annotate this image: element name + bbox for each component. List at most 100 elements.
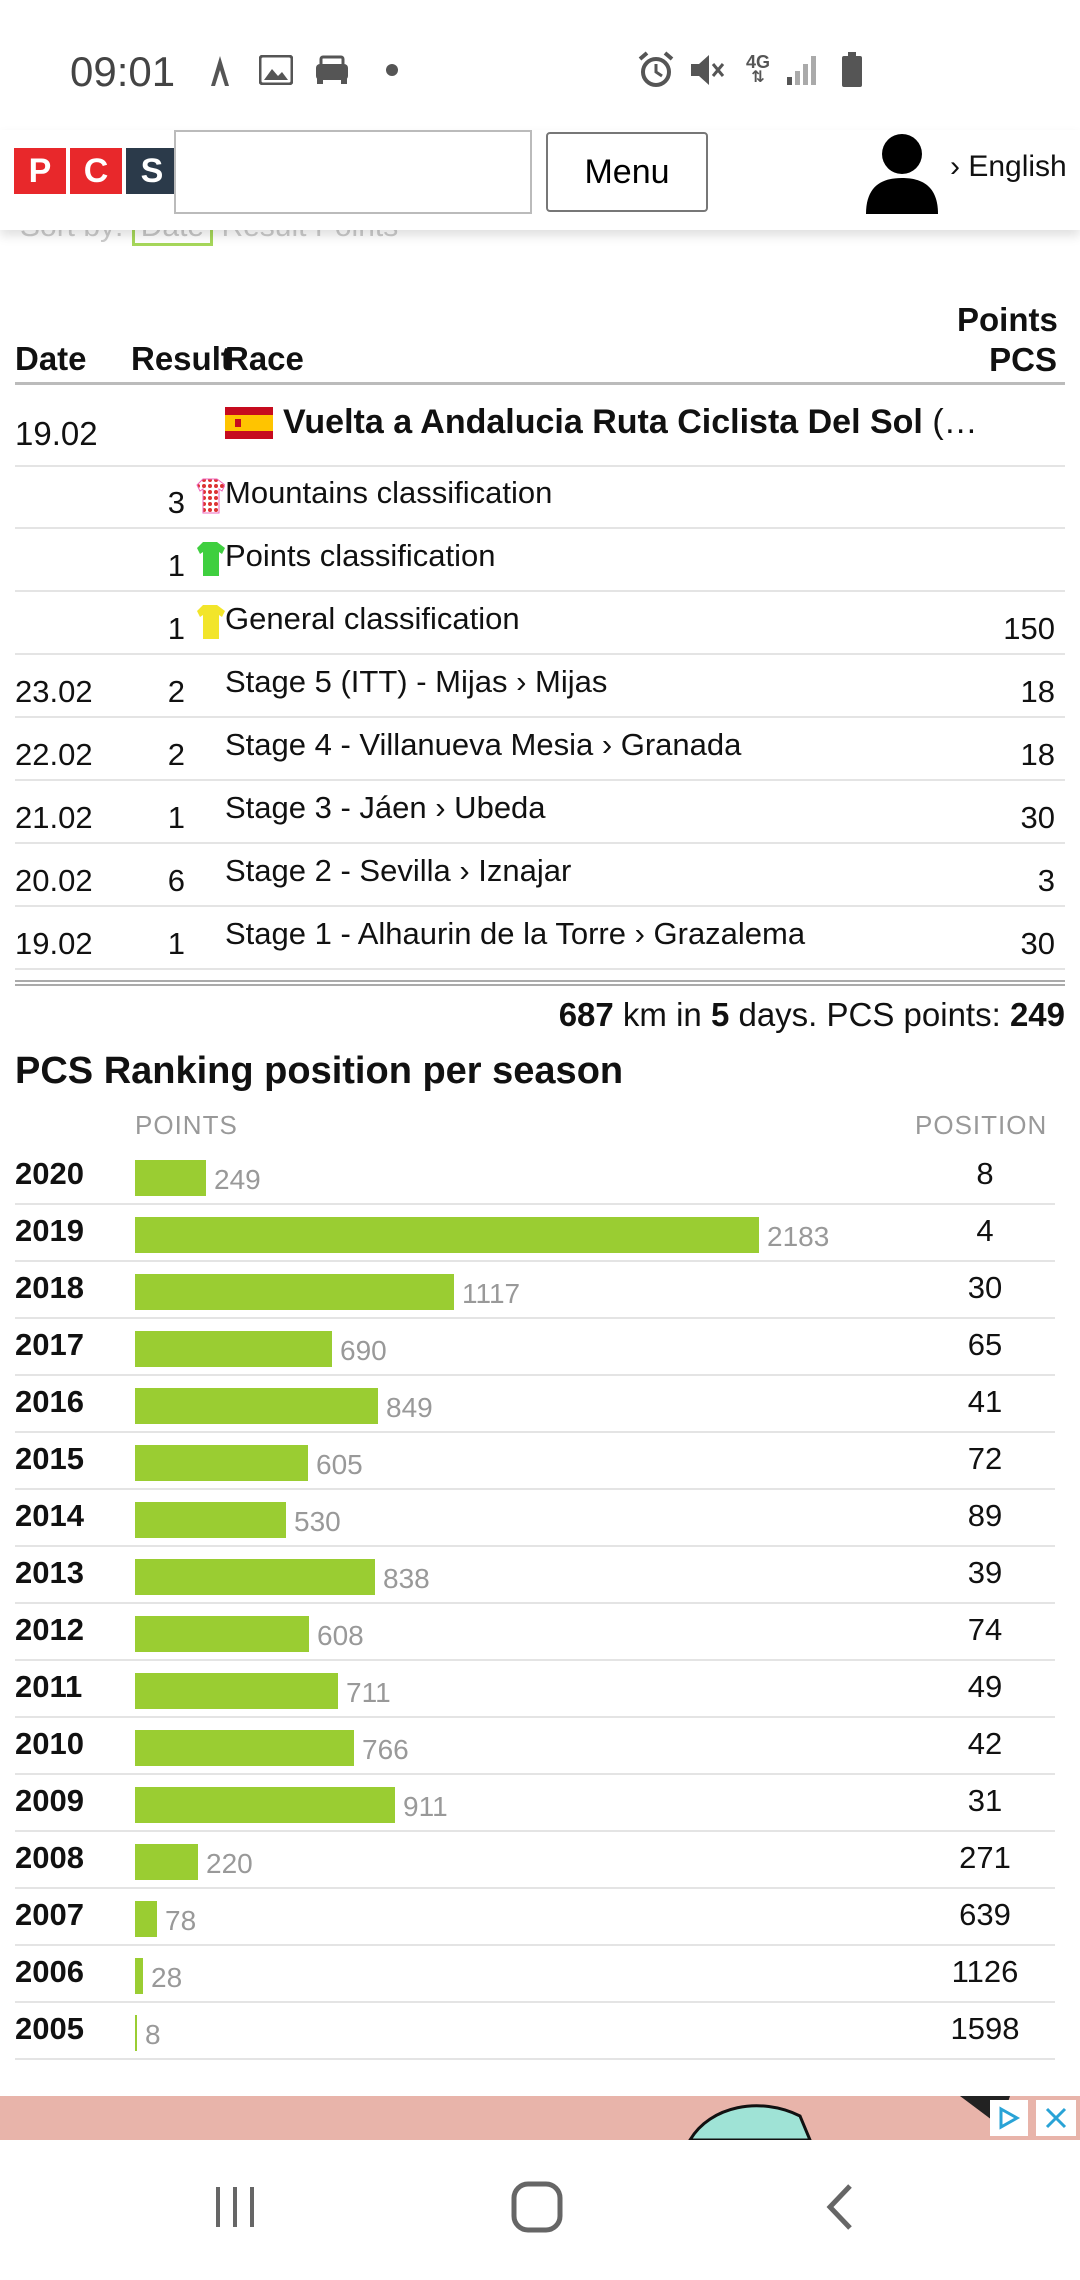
- race-name-suffix: (…: [932, 403, 978, 441]
- row-points: 3: [1037, 863, 1055, 898]
- language-link[interactable]: › English: [950, 150, 1067, 183]
- results-summary: 687 km in 5 days. PCS points: 249: [15, 980, 1065, 1034]
- result-row: 3 Mountains classification: [15, 465, 1065, 529]
- ranking-year: 2007: [15, 1897, 84, 1932]
- race-name: Vuelta a Andalucia Ruta Ciclista Del Sol: [283, 403, 923, 441]
- ranking-row[interactable]: 2017 690 65: [15, 1317, 1055, 1376]
- ranking-year: 2005: [15, 2011, 84, 2046]
- ranking-position: 8: [976, 1156, 994, 1191]
- ranking-row[interactable]: 2010 766 42: [15, 1716, 1055, 1775]
- ranking-points-bar: [135, 1616, 309, 1652]
- ranking-row[interactable]: 2012 608 74: [15, 1602, 1055, 1661]
- dot-icon: [372, 50, 412, 90]
- row-date: 21.02: [15, 800, 93, 835]
- ranking-points-bar: [135, 1559, 375, 1595]
- ranking-row[interactable]: 2015 605 72: [15, 1431, 1055, 1490]
- menu-button[interactable]: Menu: [546, 132, 708, 212]
- ranking-year: 2011: [15, 1669, 83, 1704]
- ranking-points-bar: [135, 1445, 308, 1481]
- ranking-points-value: 690: [340, 1335, 387, 1366]
- ranking-row[interactable]: 2016 849 41: [15, 1374, 1055, 1433]
- ranking-points-value: 1117: [462, 1278, 521, 1309]
- ranking-position: 74: [967, 1612, 1003, 1647]
- ranking-points-bar: [135, 1502, 286, 1538]
- row-date: 22.02: [15, 737, 93, 772]
- ranking-points-bar: [135, 1331, 332, 1367]
- ranking-row[interactable]: 2018 1117 30: [15, 1260, 1055, 1319]
- home-icon[interactable]: [510, 2180, 564, 2239]
- row-race-link[interactable]: Stage 3 - Jáen › Ubeda: [225, 790, 546, 825]
- image-icon: [256, 50, 296, 90]
- row-date: 23.02: [15, 674, 93, 709]
- row-date: 19.02: [15, 926, 93, 961]
- signal-icon: [782, 50, 822, 90]
- row-result: 2: [167, 737, 185, 772]
- row-result: 1: [167, 611, 185, 646]
- ranking-row[interactable]: 2008 220 271: [15, 1830, 1055, 1889]
- user-icon[interactable]: [862, 130, 942, 214]
- ranking-points-value: 28: [151, 1962, 183, 1993]
- row-points: 18: [1020, 674, 1055, 709]
- logo-letter-s: S: [126, 148, 178, 194]
- row-race-link[interactable]: Mountains classification: [225, 475, 553, 510]
- ranking-points-bar: [135, 1787, 395, 1823]
- ranking-position: 30: [967, 1270, 1003, 1305]
- ranking-title: PCS Ranking position per season: [15, 1050, 624, 1092]
- battery-icon: [832, 50, 872, 90]
- ranking-position: 31: [967, 1783, 1003, 1818]
- row-result: 6: [167, 863, 185, 898]
- recent-apps-icon[interactable]: [210, 2182, 260, 2237]
- back-icon[interactable]: [820, 2182, 860, 2237]
- row-race-link[interactable]: Stage 5 (ITT) - Mijas › Mijas: [225, 664, 608, 699]
- logo-letter-p: P: [14, 148, 66, 194]
- summary-days-text: days. PCS points:: [729, 996, 1010, 1033]
- row-result: 1: [167, 800, 185, 835]
- result-row: 20.02 6 Stage 2 - Sevilla › Iznajar 3: [15, 843, 1065, 907]
- ranking-points-value: 220: [206, 1848, 253, 1879]
- ranking-points-value: 911: [403, 1791, 448, 1822]
- ranking-row[interactable]: 2011 711 49: [15, 1659, 1055, 1718]
- row-points: 30: [1020, 926, 1055, 961]
- ranking-row[interactable]: 2006 28 1126: [15, 1944, 1055, 2003]
- row-race-link[interactable]: Points classification: [225, 538, 496, 573]
- close-icon[interactable]: [1036, 2100, 1076, 2136]
- search-input[interactable]: [174, 130, 532, 214]
- row-race-link[interactable]: Stage 2 - Sevilla › Iznajar: [225, 853, 572, 888]
- ranking-year: 2009: [15, 1783, 84, 1818]
- ranking-points-bar: [135, 1730, 354, 1766]
- yellow-jersey-icon: [195, 603, 225, 641]
- summary-km-text: km in: [613, 996, 711, 1033]
- ranking-points-bar: [135, 2015, 137, 2051]
- row-race-link[interactable]: Stage 4 - Villanueva Mesia › Granada: [225, 727, 742, 762]
- 4g-icon: 4G ⇅: [745, 52, 770, 86]
- race-title-link[interactable]: Vuelta a Andalucia Ruta Ciclista Del Sol…: [283, 403, 978, 442]
- ranking-row[interactable]: 2007 78 639: [15, 1887, 1055, 1946]
- row-race-link[interactable]: General classification: [225, 601, 520, 636]
- ranking-year: 2008: [15, 1840, 84, 1875]
- ranking-row[interactable]: 2009 911 31: [15, 1773, 1055, 1832]
- ranking-points-value: 766: [362, 1734, 409, 1765]
- ranking-position: 1126: [951, 1954, 1019, 1989]
- ranking-points-value: 249: [214, 1164, 261, 1195]
- ad-banner[interactable]: [0, 2096, 1080, 2140]
- adchoices-icon[interactable]: [990, 2100, 1028, 2136]
- header-result: Result: [131, 340, 232, 377]
- row-race-link[interactable]: Stage 1 - Alhaurin de la Torre › Grazale…: [225, 916, 806, 951]
- pcs-logo[interactable]: P C S: [14, 148, 178, 194]
- ranking-year: 2020: [15, 1156, 84, 1191]
- ranking-row[interactable]: 2014 530 89: [15, 1488, 1055, 1547]
- car-icon: [312, 50, 352, 90]
- ranking-points-value: 711: [346, 1677, 391, 1708]
- row-date: 20.02: [15, 863, 93, 898]
- spain-flag-icon: [225, 407, 273, 439]
- ranking-row[interactable]: 2020 249 8: [15, 1146, 1055, 1205]
- ranking-year: 2006: [15, 1954, 84, 1989]
- ranking-row[interactable]: 2019 2183 4: [15, 1203, 1055, 1262]
- ranking-points-bar: [135, 1901, 157, 1937]
- ranking-row[interactable]: 2005 8 1598: [15, 2001, 1055, 2060]
- result-row: 21.02 1 Stage 3 - Jáen › Ubeda 30: [15, 780, 1065, 844]
- ranking-row[interactable]: 2013 838 39: [15, 1545, 1055, 1604]
- ranking-position: 41: [967, 1384, 1003, 1419]
- alarm-icon: [636, 50, 676, 90]
- ranking-position: 271: [959, 1840, 1011, 1875]
